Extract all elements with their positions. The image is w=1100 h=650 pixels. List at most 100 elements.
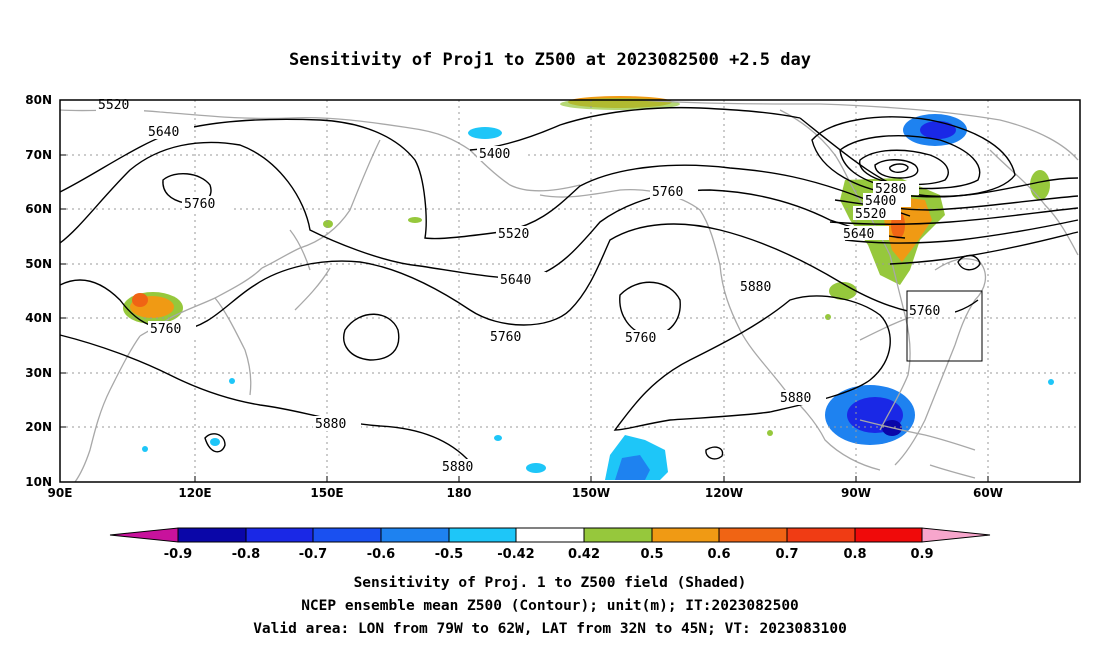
contour-label: 5760: [150, 322, 181, 337]
contour-5400: [469, 106, 801, 151]
contour-label: 5880: [442, 460, 473, 475]
z500-contours: [59, 106, 1079, 463]
figure-title: Sensitivity of Proj1 to Z500 at 20230825…: [289, 50, 811, 70]
colorbar-label: -0.6: [367, 547, 395, 562]
lon-label: 120E: [178, 486, 211, 500]
shade-spot-10: [767, 430, 773, 436]
contour-5880-east: [613, 295, 891, 431]
contour-label: 5760: [652, 185, 683, 200]
lat-label: 30N: [25, 366, 52, 380]
lon-label: 120W: [705, 486, 743, 500]
colorbar-label: 0.6: [707, 547, 730, 562]
shade-bering-blue: [468, 127, 502, 139]
contour-label: 5400: [479, 147, 510, 162]
shade-spot-3: [229, 378, 235, 384]
map-frame: [59, 99, 1081, 483]
shade-spot-6: [526, 463, 546, 473]
shade-greenland-green: [1030, 170, 1050, 200]
contour-low-2: [839, 134, 981, 190]
colorbar-label: 0.42: [568, 547, 600, 562]
shade-spot-7: [494, 435, 502, 441]
contour-label: 5400: [865, 194, 896, 209]
contour-5880: [59, 334, 471, 463]
shade-canada-darkblue: [920, 121, 956, 139]
colorbar-label: 0.7: [775, 547, 798, 562]
colorbar-box: [245, 527, 314, 543]
axis-ticks: [60, 99, 989, 483]
lat-label: 40N: [25, 311, 52, 325]
contour-low-1: [811, 116, 1016, 198]
colorbar-label: -0.42: [497, 547, 534, 562]
sensitivity-shading: [123, 96, 1054, 480]
shade-spot-8: [825, 314, 831, 320]
contour-label: 5640: [843, 227, 874, 242]
contour-label: 5640: [500, 273, 531, 288]
contour-label: 5880: [740, 280, 771, 295]
shade-pacific-blue2: [615, 455, 650, 480]
lat-label: 50N: [25, 257, 52, 271]
colorbar-box: [786, 527, 856, 543]
shade-spot-5: [142, 446, 148, 452]
colorbar-box: [177, 527, 247, 543]
contour-label: 5760: [909, 304, 940, 319]
contour-labels: 5520 5640 5760 5400 5520 5640 5760 5880 …: [96, 97, 955, 475]
colorbar-right-triangle: [921, 527, 991, 543]
lon-label: 90E: [48, 486, 73, 500]
colorbar-label: -0.5: [435, 547, 463, 562]
contour-5520-east: [829, 207, 1079, 225]
valid-area-box: [906, 290, 983, 362]
colorbar: -0.9 -0.8 -0.7 -0.6 -0.5 -0.42 0.42 0.5 …: [109, 527, 991, 562]
caption-contour: NCEP ensemble mean Z500 (Contour); unit(…: [301, 598, 799, 614]
colorbar-label: 0.8: [843, 547, 866, 562]
contour-5640-east: [844, 219, 1079, 244]
contour-label: 5640: [148, 125, 179, 140]
colorbar-box: [380, 527, 450, 543]
latitude-labels: 80N 70N 60N 50N 40N 30N 20N 10N: [25, 93, 52, 489]
lat-label: 10N: [25, 475, 52, 489]
contour-small-2: [204, 433, 226, 453]
colorbar-box: [448, 527, 517, 543]
colorbar-box: [718, 527, 788, 543]
caption-shading: Sensitivity of Proj. 1 to Z500 field (Sh…: [353, 575, 747, 591]
lon-label: 150W: [572, 486, 610, 500]
lat-label: 20N: [25, 420, 52, 434]
colorbar-box: [312, 527, 382, 543]
colorbar-label: -0.7: [299, 547, 327, 562]
contour-5280: [799, 117, 1079, 198]
colorbar-label: -0.8: [232, 547, 260, 562]
contour-5520: [59, 118, 911, 240]
shade-china-red: [132, 293, 148, 307]
contour-label: 5880: [780, 391, 811, 406]
shade-spot-4: [210, 438, 220, 446]
caption-valid-area: Valid area: LON from 79W to 62W, LAT fro…: [253, 621, 847, 637]
colorbar-left-triangle: [109, 527, 179, 543]
colorbar-box: [583, 527, 653, 543]
shade-lakes-green: [829, 282, 857, 300]
shade-spot-2: [408, 217, 422, 223]
colorbar-label: -0.9: [164, 547, 192, 562]
contour-label: 5760: [184, 197, 215, 212]
contour-low-4: [874, 159, 919, 179]
colorbar-box: [651, 527, 720, 543]
contour-5760-high: [343, 313, 400, 361]
contour-label: 5760: [490, 330, 521, 345]
contour-label: 5520: [498, 227, 529, 242]
lon-label: 180: [446, 486, 471, 500]
colorbar-label: 0.9: [910, 547, 933, 562]
lat-label: 80N: [25, 93, 52, 107]
shade-spot-1: [323, 220, 333, 228]
colorbar-label: 0.5: [640, 547, 663, 562]
lat-label: 60N: [25, 202, 52, 216]
shade-spot-9: [1048, 379, 1054, 385]
colorbar-box: [854, 527, 923, 543]
contour-label: 5760: [625, 331, 656, 346]
lat-label: 70N: [25, 148, 52, 162]
contour-label: 5520: [855, 207, 886, 222]
contour-low-5: [889, 163, 909, 173]
lon-label: 90W: [841, 486, 871, 500]
longitude-labels: 90E 120E 150E 180 150W 120W 90W 60W: [48, 486, 1003, 500]
contour-small-1: [705, 446, 724, 460]
contour-5760-pacific: [619, 281, 681, 337]
contour-label: 5520: [98, 98, 129, 113]
